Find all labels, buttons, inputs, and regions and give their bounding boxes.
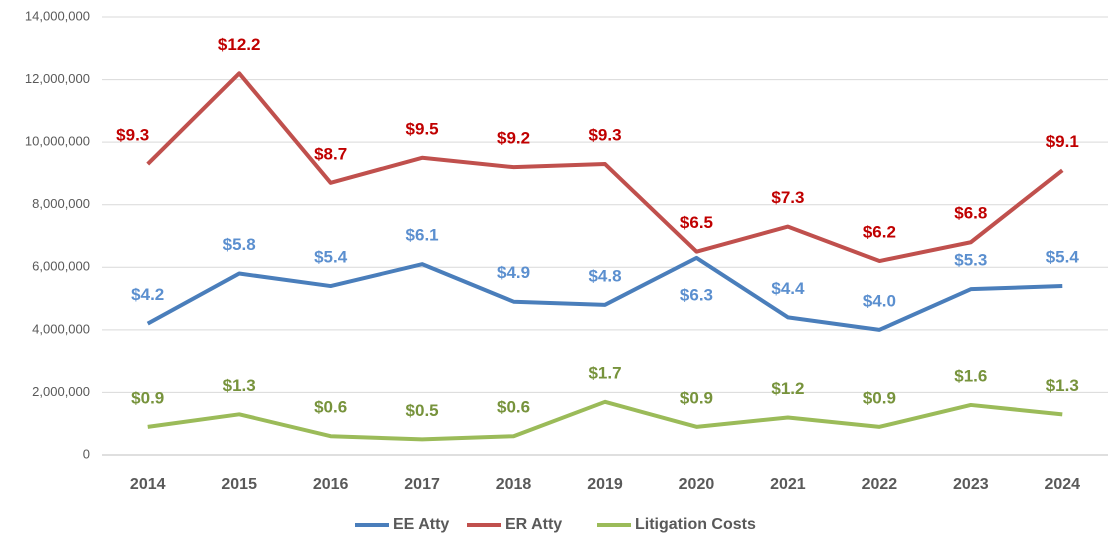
y-tick-label: 2,000,000 <box>32 384 90 399</box>
y-tick-label: 8,000,000 <box>32 196 90 211</box>
data-label: $1.7 <box>588 363 621 382</box>
y-tick-label: 6,000,000 <box>32 259 90 274</box>
x-tick-label: 2024 <box>1044 476 1080 493</box>
data-label: $5.3 <box>954 251 987 270</box>
legend-label: EE Atty <box>393 516 449 533</box>
legend-label: ER Atty <box>505 516 562 533</box>
data-label: $5.4 <box>314 248 348 267</box>
y-tick-label: 4,000,000 <box>32 321 90 336</box>
y-tick-label: 14,000,000 <box>25 8 90 23</box>
data-label: $5.4 <box>1046 248 1080 267</box>
data-label: $8.7 <box>314 144 347 163</box>
data-label: $4.4 <box>771 279 805 298</box>
data-label: $1.2 <box>771 379 804 398</box>
data-label: $4.0 <box>863 291 896 310</box>
data-label: $0.5 <box>406 401 439 420</box>
data-label: $0.6 <box>314 398 347 417</box>
data-label: $9.2 <box>497 129 530 148</box>
data-label: $6.2 <box>863 223 896 242</box>
y-tick-label: 12,000,000 <box>25 71 90 86</box>
data-label: $0.9 <box>863 388 896 407</box>
data-label: $4.8 <box>588 266 621 285</box>
x-tick-label: 2014 <box>130 476 166 493</box>
data-label: $7.3 <box>771 188 804 207</box>
data-label: $4.9 <box>497 263 530 282</box>
data-label: $6.8 <box>954 204 987 223</box>
data-label: $4.2 <box>131 285 164 304</box>
data-label: $6.1 <box>406 226 439 245</box>
x-tick-label: 2023 <box>953 476 989 493</box>
data-label: $6.3 <box>680 285 713 304</box>
x-tick-label: 2015 <box>221 476 257 493</box>
x-tick-label: 2019 <box>587 476 623 493</box>
data-label: $1.3 <box>223 376 256 395</box>
y-tick-label: 0 <box>83 446 90 461</box>
data-label: $1.3 <box>1046 376 1079 395</box>
x-tick-label: 2020 <box>679 476 715 493</box>
line-series <box>146 255 1063 332</box>
data-label: $6.5 <box>680 213 713 232</box>
x-tick-label: 2016 <box>313 476 349 493</box>
data-label: $5.8 <box>223 235 256 254</box>
x-tick-label: 2017 <box>404 476 440 493</box>
data-label: $9.1 <box>1046 132 1079 151</box>
x-tick-label: 2018 <box>496 476 532 493</box>
data-label: $0.9 <box>680 388 713 407</box>
data-label: $9.3 <box>588 126 621 145</box>
data-label: $0.9 <box>131 388 164 407</box>
legend-label: Litigation Costs <box>635 516 756 533</box>
data-label: $1.6 <box>954 366 987 385</box>
x-tick-label: 2021 <box>770 476 806 493</box>
data-label: $0.6 <box>497 398 530 417</box>
line-series <box>146 71 1064 264</box>
data-label: $9.3 <box>116 126 149 145</box>
x-tick-label: 2022 <box>862 476 898 493</box>
data-label: $12.2 <box>218 35 261 54</box>
y-tick-label: 10,000,000 <box>25 134 90 149</box>
data-label: $9.5 <box>406 119 439 138</box>
line-series <box>147 399 1063 442</box>
